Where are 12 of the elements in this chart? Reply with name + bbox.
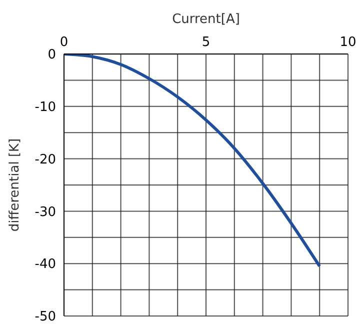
y-tick-label: -20 [34, 152, 56, 168]
x-tick-label: 5 [202, 35, 210, 50]
x-tick-label: 10 [340, 35, 356, 50]
line-series [64, 54, 322, 268]
x-axis-title: Current[A] [172, 12, 240, 28]
x-tick-label: 0 [60, 35, 68, 50]
y-tick-label: -40 [34, 257, 56, 272]
y-tick-label: -50 [34, 310, 56, 324]
y-tick-label: 0 [48, 48, 56, 63]
y-tick-label: -10 [34, 100, 56, 116]
y-axis-title: differential [K] [8, 138, 23, 232]
y-tick-label: -30 [34, 204, 56, 220]
